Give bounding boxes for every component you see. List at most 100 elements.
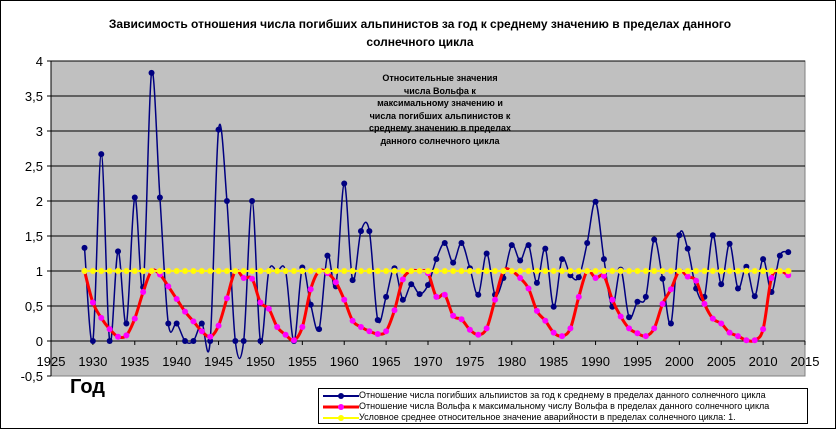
data-point-deaths	[776, 252, 783, 259]
data-point-average	[743, 267, 750, 275]
data-point-average	[508, 267, 516, 275]
data-point-deaths	[600, 256, 607, 263]
data-point-deaths	[559, 256, 566, 263]
data-point-deaths	[517, 257, 524, 264]
data-point-average	[709, 267, 717, 275]
data-point-deaths	[450, 259, 457, 266]
data-point-deaths	[349, 277, 356, 284]
data-point-wolf	[642, 333, 649, 340]
data-point-deaths	[106, 338, 113, 344]
data-point-deaths	[307, 301, 314, 308]
data-point-average	[240, 267, 247, 275]
data-point-wolf	[567, 325, 574, 332]
data-point-wolf	[274, 324, 281, 330]
data-point-wolf	[592, 275, 599, 281]
data-point-average	[299, 267, 306, 275]
data-point-average	[776, 267, 784, 275]
data-point-wolf	[190, 318, 197, 325]
annotation-line: данного солнечного цикла	[380, 135, 500, 146]
data-point-deaths	[249, 198, 256, 204]
data-point-average	[156, 267, 164, 275]
data-point-deaths	[383, 293, 390, 300]
data-point-wolf	[115, 333, 122, 340]
data-point-deaths	[751, 293, 758, 300]
legend-item-average: Условное среднее относительное значение …	[323, 412, 736, 423]
data-point-deaths	[433, 256, 440, 263]
data-point-average	[181, 267, 189, 275]
data-point-average	[366, 267, 373, 275]
x-tick-label: 1990	[581, 354, 610, 369]
data-point-wolf	[550, 329, 557, 336]
data-point-deaths	[684, 245, 691, 252]
data-point-deaths	[475, 291, 482, 298]
data-point-deaths	[215, 126, 222, 133]
data-point-average	[433, 267, 440, 275]
data-point-wolf	[257, 299, 264, 306]
y-tick-label: 0,5	[25, 299, 43, 314]
data-point-wolf	[517, 275, 524, 281]
data-point-average	[114, 267, 122, 275]
data-point-average	[759, 267, 767, 275]
data-point-deaths	[316, 326, 323, 333]
data-point-deaths	[240, 338, 247, 344]
x-tick-label: 1945	[204, 354, 233, 369]
data-point-wolf	[525, 285, 532, 292]
data-point-average	[525, 267, 532, 275]
data-point-wolf	[701, 300, 708, 307]
data-point-average	[357, 267, 365, 275]
data-point-wolf	[89, 299, 96, 306]
data-point-wolf	[760, 326, 767, 333]
data-point-wolf	[106, 326, 113, 333]
data-point-average	[533, 267, 541, 275]
data-point-average	[324, 267, 331, 275]
data-point-deaths	[726, 240, 733, 247]
data-point-wolf	[341, 296, 348, 303]
data-point-deaths	[182, 338, 189, 344]
x-tick-label: 2015	[791, 354, 820, 369]
x-tick-label: 2000	[665, 354, 694, 369]
data-point-wolf	[290, 337, 297, 344]
data-point-average	[265, 267, 273, 275]
data-point-deaths	[207, 338, 214, 344]
data-point-average	[609, 267, 616, 275]
data-point-wolf	[198, 328, 205, 335]
data-point-average	[223, 267, 231, 275]
data-point-average	[257, 267, 264, 275]
data-point-wolf	[366, 328, 373, 335]
data-point-average	[726, 267, 733, 275]
data-point-average	[123, 267, 130, 275]
data-point-average	[232, 267, 239, 275]
data-point-average	[139, 267, 147, 275]
data-point-wolf	[98, 314, 105, 321]
data-point-average	[483, 267, 490, 275]
data-point-average	[717, 267, 725, 275]
data-point-wolf	[223, 295, 230, 302]
data-point-average	[374, 267, 381, 275]
data-point-average	[215, 267, 222, 275]
legend-swatch-deaths	[323, 392, 359, 399]
data-point-average	[416, 267, 423, 275]
data-point-deaths	[416, 291, 423, 298]
data-point-wolf	[466, 326, 473, 333]
data-point-deaths	[408, 281, 415, 288]
x-tick-label: 1955	[288, 354, 317, 369]
x-tick-label: 2010	[749, 354, 778, 369]
data-point-average	[617, 267, 624, 275]
data-point-average	[684, 267, 691, 275]
data-point-average	[458, 267, 465, 275]
data-point-average	[550, 267, 557, 275]
data-point-deaths	[533, 279, 540, 286]
data-point-deaths	[190, 338, 197, 344]
x-tick-label: 1940	[162, 354, 191, 369]
data-point-wolf	[718, 320, 725, 327]
data-point-average	[667, 267, 675, 275]
data-point-deaths	[659, 275, 666, 282]
data-point-average	[173, 267, 180, 275]
data-point-deaths	[223, 198, 230, 204]
data-point-average	[567, 267, 574, 275]
data-point-average	[542, 267, 549, 275]
data-point-average	[131, 267, 139, 275]
data-point-wolf	[768, 275, 775, 281]
data-point-average	[340, 267, 348, 275]
data-point-average	[248, 267, 256, 275]
